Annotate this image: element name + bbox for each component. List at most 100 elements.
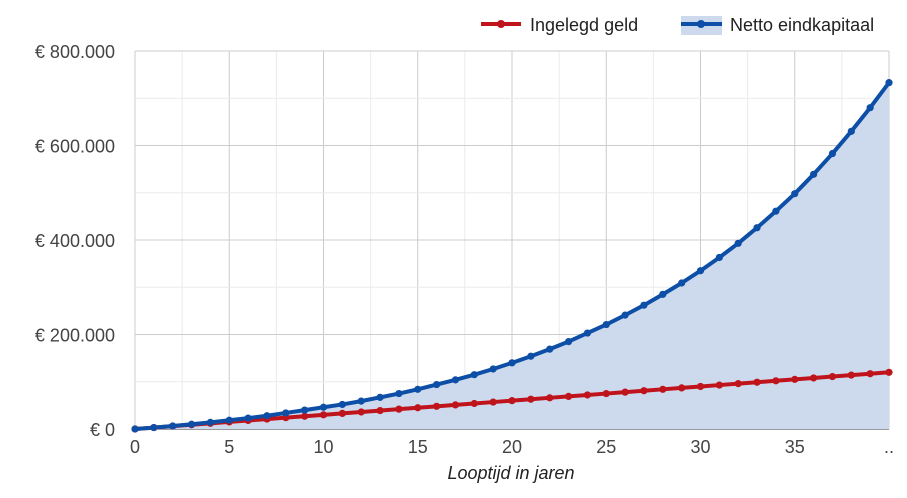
data-point-netto-eindkapitaal[interactable] <box>659 290 667 298</box>
data-point-ingelegd-geld[interactable] <box>395 405 403 413</box>
data-point-netto-eindkapitaal[interactable] <box>244 414 252 422</box>
data-point-netto-eindkapitaal[interactable] <box>847 127 855 135</box>
data-point-ingelegd-geld[interactable] <box>791 375 799 383</box>
data-point-netto-eindkapitaal[interactable] <box>433 380 441 389</box>
y-tick-label: € 0 <box>90 420 115 440</box>
y-tick-label: € 800.000 <box>35 42 115 62</box>
data-point-ingelegd-geld[interactable] <box>301 412 309 420</box>
x-tick-label: 0 <box>130 437 140 457</box>
data-point-netto-eindkapitaal[interactable] <box>791 190 799 198</box>
data-point-netto-eindkapitaal[interactable] <box>866 104 874 112</box>
data-point-ingelegd-geld[interactable] <box>753 378 761 386</box>
data-point-netto-eindkapitaal[interactable] <box>319 403 328 411</box>
data-point-ingelegd-geld[interactable] <box>546 394 554 402</box>
data-point-ingelegd-geld[interactable] <box>659 385 667 393</box>
data-point-netto-eindkapitaal[interactable] <box>527 352 535 360</box>
data-point-netto-eindkapitaal[interactable] <box>885 79 893 87</box>
data-point-netto-eindkapitaal[interactable] <box>131 425 139 433</box>
legend-label-ingelegd-geld: Ingelegd geld <box>530 15 638 35</box>
data-point-ingelegd-geld[interactable] <box>734 380 742 388</box>
legend-item-ingelegd-geld[interactable]: Ingelegd geld <box>481 15 638 35</box>
data-point-netto-eindkapitaal[interactable] <box>414 385 422 393</box>
x-tick-label: 25 <box>596 437 616 457</box>
x-tick-label: 10 <box>313 437 333 457</box>
data-point-ingelegd-geld[interactable] <box>583 391 592 399</box>
data-point-ingelegd-geld[interactable] <box>885 368 893 376</box>
data-points <box>131 79 893 433</box>
data-point-netto-eindkapitaal[interactable] <box>772 207 780 215</box>
data-point-netto-eindkapitaal[interactable] <box>753 224 761 232</box>
data-point-netto-eindkapitaal[interactable] <box>489 365 497 373</box>
y-tick-label: € 600.000 <box>35 137 115 157</box>
data-point-netto-eindkapitaal[interactable] <box>734 239 742 247</box>
data-point-ingelegd-geld[interactable] <box>678 384 686 392</box>
data-point-netto-eindkapitaal[interactable] <box>301 406 309 414</box>
data-point-netto-eindkapitaal[interactable] <box>225 416 233 424</box>
x-tick-label: 5 <box>224 437 234 457</box>
data-point-ingelegd-geld[interactable] <box>508 397 516 405</box>
data-point-netto-eindkapitaal[interactable] <box>263 412 271 420</box>
data-point-netto-eindkapitaal[interactable] <box>696 267 705 275</box>
legend-marker-netto-eindkapitaal <box>697 20 705 28</box>
data-point-ingelegd-geld[interactable] <box>357 408 365 416</box>
data-point-netto-eindkapitaal[interactable] <box>828 149 837 158</box>
data-point-ingelegd-geld[interactable] <box>828 372 837 381</box>
data-point-ingelegd-geld[interactable] <box>866 370 874 378</box>
data-point-ingelegd-geld[interactable] <box>414 404 422 412</box>
data-point-netto-eindkapitaal[interactable] <box>187 420 196 428</box>
data-point-netto-eindkapitaal[interactable] <box>282 409 290 417</box>
data-point-netto-eindkapitaal[interactable] <box>810 170 818 178</box>
x-tick-label: .. <box>884 437 894 457</box>
x-tick-label: 15 <box>408 437 428 457</box>
data-point-ingelegd-geld[interactable] <box>715 381 723 389</box>
data-point-ingelegd-geld[interactable] <box>319 411 328 419</box>
data-point-netto-eindkapitaal[interactable] <box>150 423 158 432</box>
data-point-ingelegd-geld[interactable] <box>470 399 478 408</box>
data-point-netto-eindkapitaal[interactable] <box>169 422 177 430</box>
data-point-netto-eindkapitaal[interactable] <box>206 418 214 426</box>
data-point-netto-eindkapitaal[interactable] <box>621 311 629 319</box>
data-point-netto-eindkapitaal[interactable] <box>715 253 723 262</box>
x-tick-label: 20 <box>502 437 522 457</box>
data-point-ingelegd-geld[interactable] <box>338 409 346 418</box>
data-point-netto-eindkapitaal[interactable] <box>640 301 648 309</box>
data-point-netto-eindkapitaal[interactable] <box>546 345 554 353</box>
data-point-ingelegd-geld[interactable] <box>489 398 497 406</box>
netto-eindkapitaal-area <box>135 82 889 429</box>
legend-marker-ingelegd-geld <box>497 20 505 28</box>
data-point-netto-eindkapitaal[interactable] <box>583 329 592 337</box>
x-axis-ticks: 0 5 10 15 20 25 30 35.. <box>130 437 894 457</box>
y-tick-label: € 400.000 <box>35 231 115 251</box>
legend: Ingelegd geld Netto eindkapitaal <box>481 15 874 35</box>
data-point-netto-eindkapitaal[interactable] <box>376 393 384 401</box>
y-axis-ticks: € 0 € 200.000 € 400.000 € 600.000 € 800.000 <box>35 42 115 440</box>
data-point-netto-eindkapitaal[interactable] <box>395 389 403 398</box>
data-point-ingelegd-geld[interactable] <box>696 382 705 391</box>
data-point-netto-eindkapitaal[interactable] <box>338 400 346 409</box>
y-tick-label: € 200.000 <box>35 326 115 346</box>
data-point-ingelegd-geld[interactable] <box>451 401 460 409</box>
data-point-ingelegd-geld[interactable] <box>621 388 629 396</box>
legend-item-netto-eindkapitaal[interactable]: Netto eindkapitaal <box>681 15 874 35</box>
data-point-netto-eindkapitaal[interactable] <box>678 279 686 287</box>
x-axis-title: Looptijd in jaren <box>447 463 574 483</box>
data-point-netto-eindkapitaal[interactable] <box>357 397 365 405</box>
data-point-ingelegd-geld[interactable] <box>602 389 610 398</box>
data-point-ingelegd-geld[interactable] <box>640 387 648 395</box>
data-point-ingelegd-geld[interactable] <box>772 377 780 385</box>
data-point-ingelegd-geld[interactable] <box>527 395 535 403</box>
x-tick-label: 35 <box>785 437 805 457</box>
legend-label-netto-eindkapitaal: Netto eindkapitaal <box>730 15 874 35</box>
data-point-netto-eindkapitaal[interactable] <box>508 359 516 367</box>
data-point-ingelegd-geld[interactable] <box>564 392 573 400</box>
data-point-ingelegd-geld[interactable] <box>847 371 855 379</box>
data-point-ingelegd-geld[interactable] <box>810 374 818 382</box>
x-tick-label: 30 <box>690 437 710 457</box>
data-point-netto-eindkapitaal[interactable] <box>470 371 478 379</box>
data-point-netto-eindkapitaal[interactable] <box>602 320 610 329</box>
data-point-ingelegd-geld[interactable] <box>376 406 384 415</box>
data-point-ingelegd-geld[interactable] <box>433 402 441 410</box>
data-point-netto-eindkapitaal[interactable] <box>451 376 460 384</box>
data-point-netto-eindkapitaal[interactable] <box>564 337 573 346</box>
